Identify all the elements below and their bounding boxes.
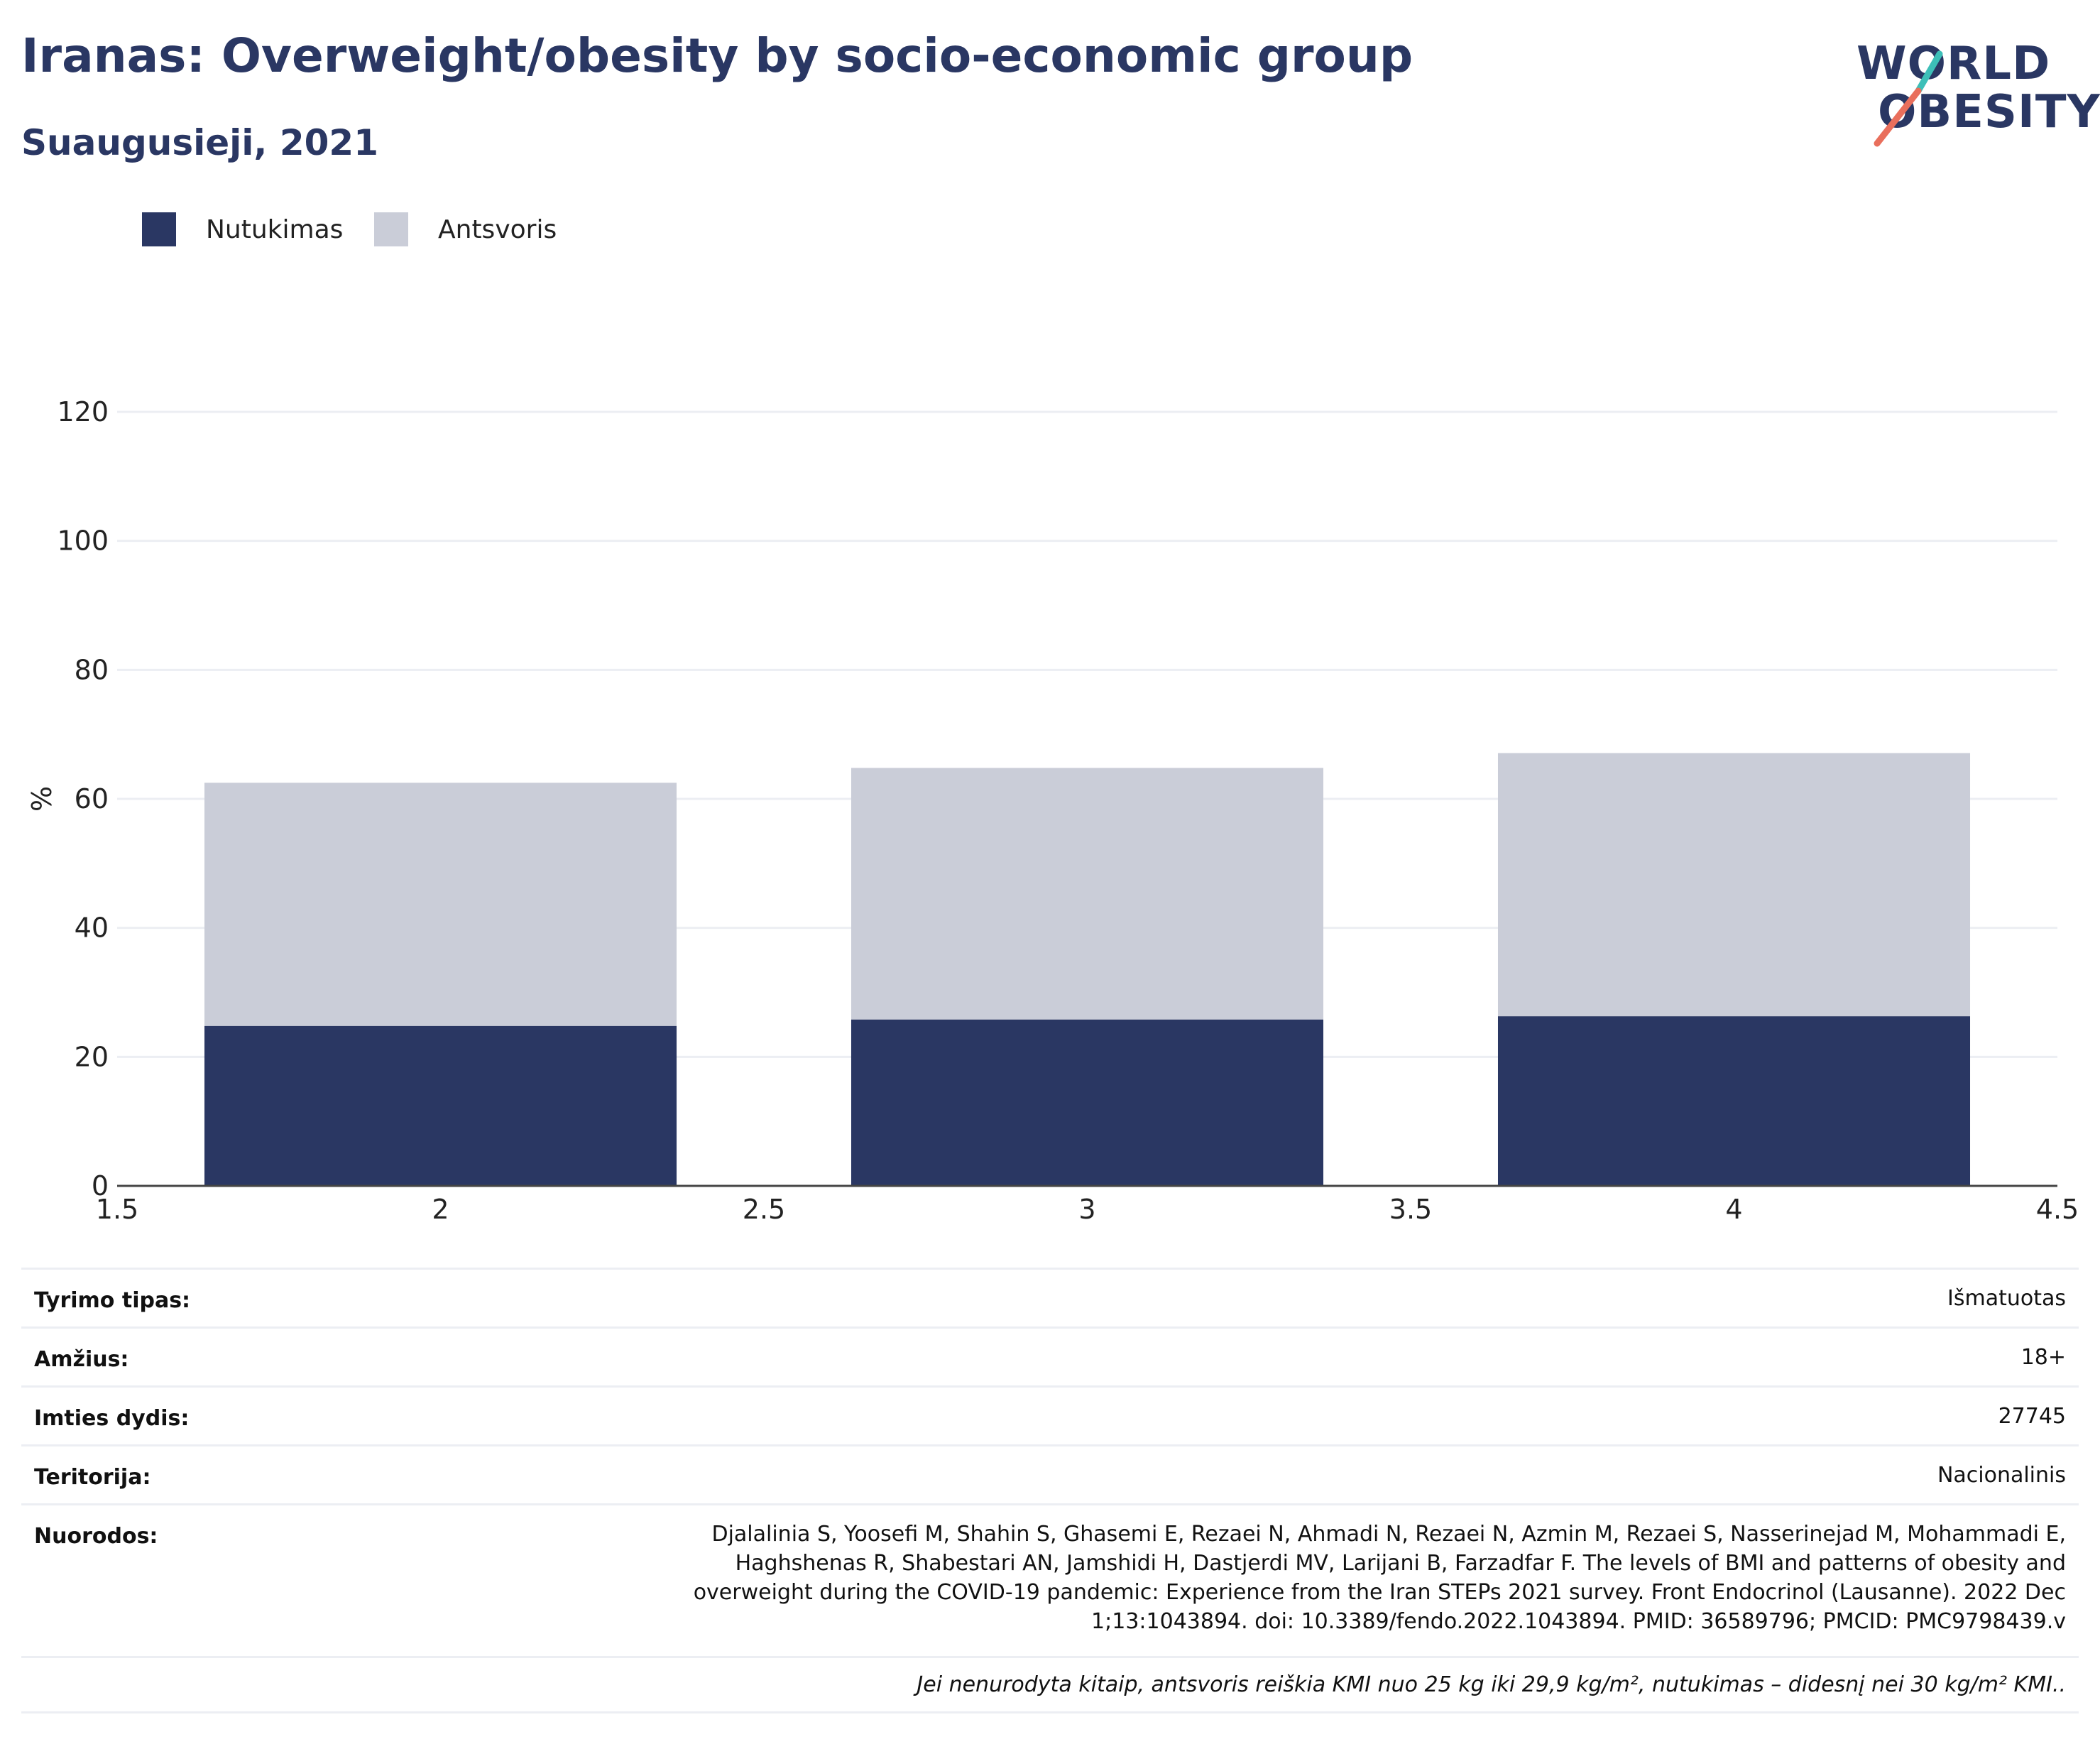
world-obesity-logo: WORLD OBESITY	[1846, 28, 2100, 156]
y-tick-label: 100	[57, 525, 109, 557]
info-row-territory: Teritorija: Nacionalinis	[21, 1444, 2079, 1503]
reference-line: overweight during the COVID-19 pandemic:…	[693, 1580, 2066, 1605]
info-row-sample-size: Imties dydis: 27745	[21, 1385, 2079, 1444]
y-tick-label: 60	[75, 783, 109, 814]
x-tick-label: 3.5	[1389, 1194, 1432, 1225]
y-tick-label: 20	[75, 1041, 109, 1072]
bars	[204, 753, 1971, 1186]
y-axis-label: %	[26, 786, 58, 812]
reference-line: 1;13:1043894. doi: 10.3389/fendo.2022.10…	[1091, 1609, 2066, 1634]
footnote: Jei nenurodyta kitaip, antsvoris reiškia…	[917, 1672, 2066, 1697]
bar-obesity	[1497, 1016, 1971, 1186]
info-row-study-type: Tyrimo tipas: Išmatuotas	[21, 1268, 2079, 1326]
info-row-age: Amžius: 18+	[21, 1326, 2079, 1385]
info-row-references: Nuorodos: Djalalinia S, Yoosefi M, Shahi…	[21, 1503, 2079, 1656]
y-tick-label: 120	[57, 396, 109, 427]
legend-label-obesity: Nutukimas	[206, 215, 344, 244]
info-value: Nacionalinis	[1937, 1463, 2066, 1488]
info-value: Išmatuotas	[1947, 1286, 2066, 1311]
info-table-bottom-border	[21, 1711, 2079, 1713]
logo-slash-icon	[1874, 50, 1943, 147]
info-value: 18+	[2020, 1345, 2066, 1370]
info-value: 27745	[1998, 1404, 2066, 1429]
info-key: Tyrimo tipas:	[34, 1288, 191, 1313]
x-tick-label: 4	[1725, 1194, 1742, 1225]
y-tick-label: 40	[75, 912, 109, 944]
legend-label-overweight: Antsvoris	[438, 215, 557, 244]
logo-word-world: WORLD	[1856, 38, 2051, 90]
bar-overweight	[204, 783, 677, 1026]
reference-line: Djalalinia S, Yoosefi M, Shahin S, Ghase…	[711, 1522, 2066, 1547]
x-tick-label: 4.5	[2036, 1194, 2079, 1225]
y-tick-label: 80	[75, 654, 109, 685]
x-tick-label: 2	[432, 1194, 449, 1225]
info-key: Imties dydis:	[34, 1406, 190, 1431]
info-table: Tyrimo tipas: Išmatuotas Amžius: 18+ Imt…	[21, 1268, 2079, 1708]
info-key: Nuorodos:	[34, 1524, 158, 1549]
x-tick-label: 3	[1078, 1194, 1095, 1225]
bar-obesity	[851, 1019, 1324, 1186]
bar-overweight	[851, 768, 1324, 1020]
y-tick-label: 0	[92, 1170, 109, 1202]
info-key: Teritorija:	[34, 1465, 151, 1490]
legend-swatch-obesity	[142, 212, 176, 246]
bar-obesity	[204, 1025, 677, 1186]
y-tick-labels: 0 20 40 60 80 100 120	[57, 396, 109, 1202]
bar-overweight	[1497, 753, 1971, 1017]
chart-plot-area: 1.5 2 2.5 3 3.5 4 4.5 0 20 40 60 80 100 120 %	[26, 396, 2079, 1225]
info-key: Amžius:	[34, 1347, 129, 1372]
chart-title: Iranas: Overweight/obesity by socio-econ…	[21, 28, 1413, 83]
x-tick-label: 1.5	[96, 1194, 138, 1225]
info-value-references: Djalalinia S, Yoosefi M, Shahin S, Ghase…	[694, 1520, 2066, 1636]
reference-line: Haghshenas R, Shabestari AN, Jamshidi H,…	[735, 1551, 2066, 1576]
x-tick-labels: 1.5 2 2.5 3 3.5 4 4.5	[96, 1194, 2079, 1225]
legend-swatch-overweight	[374, 212, 408, 246]
info-row-footnote: Jei nenurodyta kitaip, antsvoris reiškia…	[21, 1656, 2079, 1708]
x-tick-label: 2.5	[743, 1194, 785, 1225]
chart-subtitle: Suaugusieji, 2021	[21, 122, 378, 163]
